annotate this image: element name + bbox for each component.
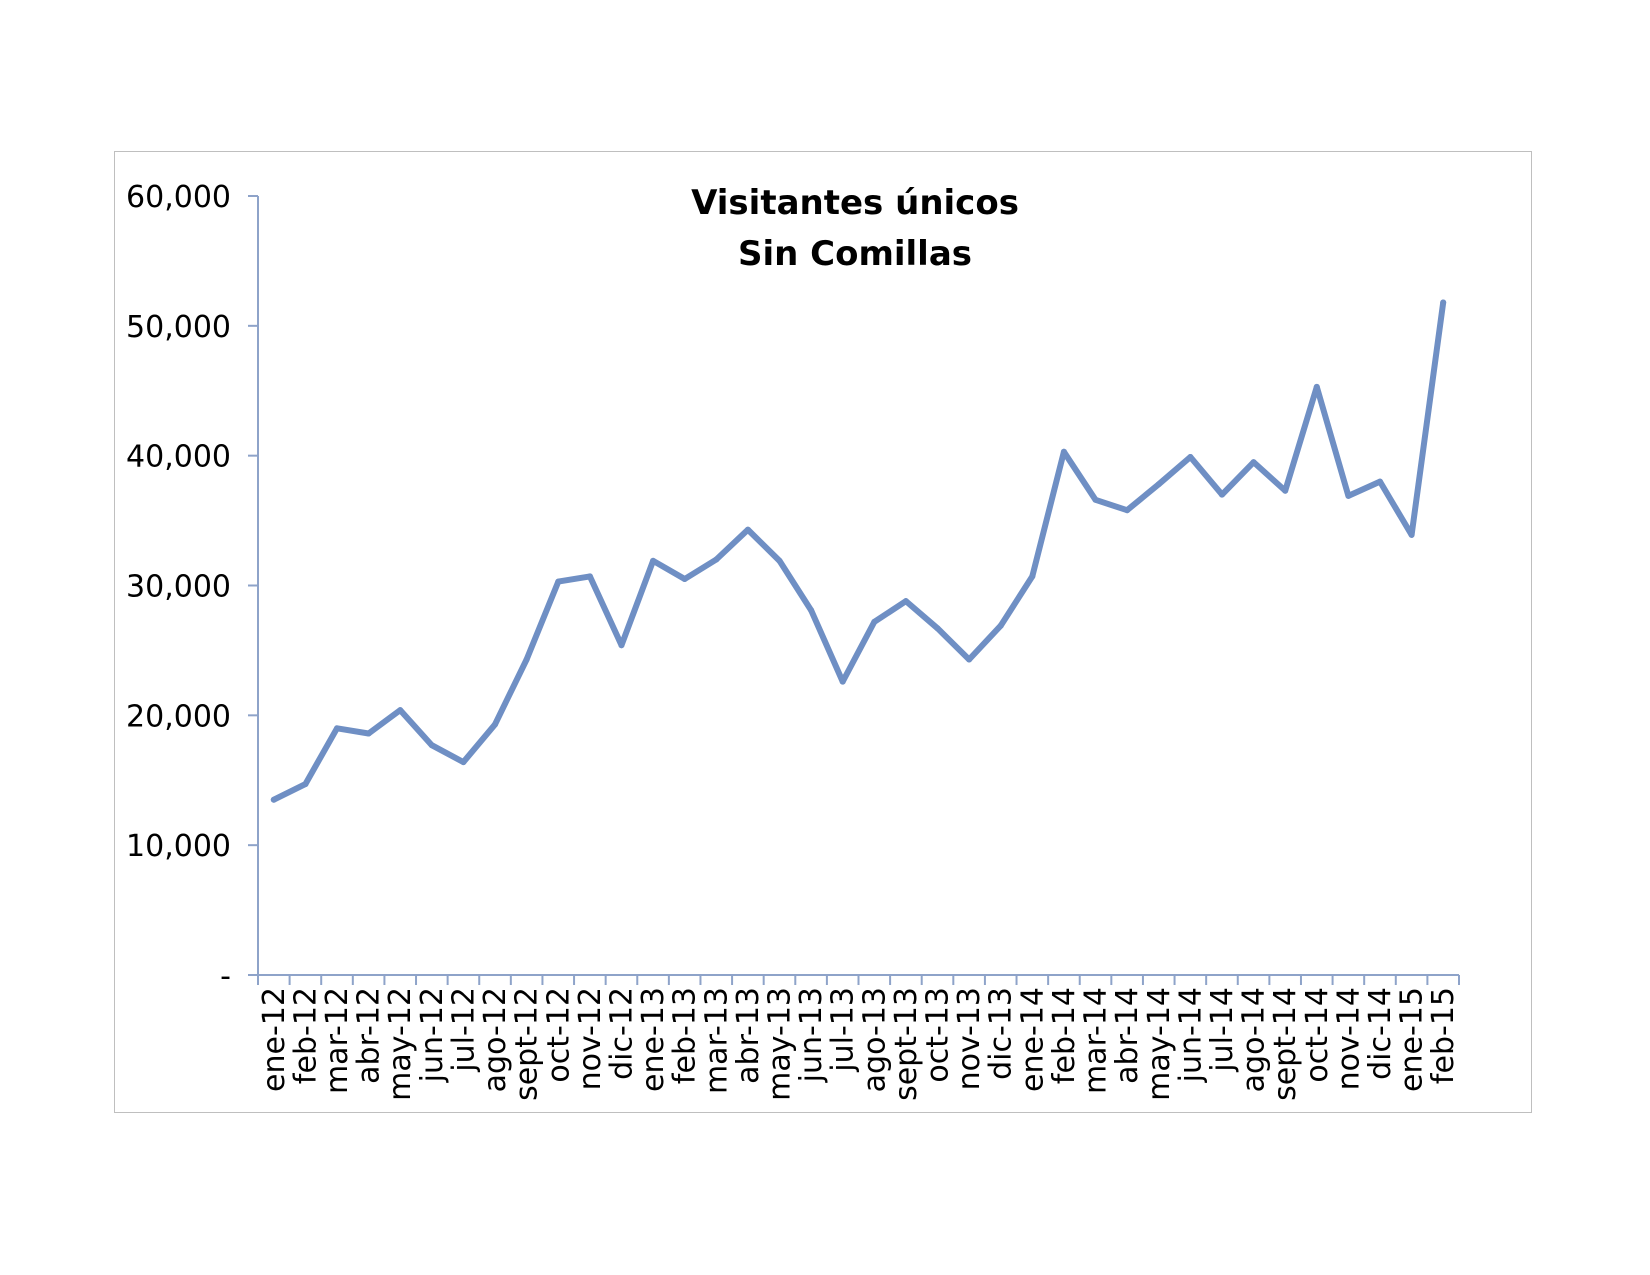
data-point <box>1029 573 1036 580</box>
x-tick-label: jun-12 <box>415 987 450 1083</box>
y-tick-label: 10,000 <box>126 829 231 864</box>
x-tick-label: sept-14 <box>1268 987 1303 1101</box>
x-tick-label: abr-12 <box>352 987 387 1084</box>
x-tick-label: feb-14 <box>1047 987 1082 1084</box>
data-point <box>1187 453 1194 460</box>
data-point <box>555 578 562 585</box>
data-point <box>302 781 309 788</box>
x-tick-label: oct-13 <box>921 987 956 1083</box>
data-point <box>1060 448 1067 455</box>
x-tick-label: ago-13 <box>857 987 892 1092</box>
data-point <box>681 576 688 583</box>
x-tick-label: may-12 <box>383 987 418 1101</box>
data-point <box>397 707 404 714</box>
data-point <box>934 625 941 632</box>
y-tick-label: 60,000 <box>126 180 231 215</box>
x-tick-label: jun-13 <box>794 987 829 1083</box>
line-chart: Visitantes únicos Sin Comillas - 10,000 20,… <box>126 180 1461 1101</box>
x-axis-ticks: ene-12feb-12mar-12abr-12may-12jun-12jul-… <box>257 975 1461 1101</box>
y-tick-label: - <box>220 959 231 994</box>
y-tick-label: 50,000 <box>126 310 231 345</box>
data-point <box>270 796 277 803</box>
data-point <box>1440 299 1447 306</box>
x-tick-label: jul-13 <box>826 987 861 1073</box>
data-point <box>365 730 372 737</box>
x-tick-label: nov-12 <box>573 987 608 1090</box>
data-point <box>776 557 783 564</box>
data-point <box>902 598 909 605</box>
data-point <box>1408 531 1415 538</box>
data-point <box>871 618 878 625</box>
chart-series <box>270 299 1447 803</box>
x-tick-label: oct-12 <box>541 987 576 1083</box>
x-tick-label: may-14 <box>1142 987 1177 1101</box>
data-point <box>966 656 973 663</box>
x-tick-label: jul-14 <box>1205 987 1240 1073</box>
data-point <box>1282 487 1289 494</box>
x-tick-label: oct-14 <box>1300 987 1335 1083</box>
x-tick-label: abr-14 <box>1110 987 1145 1084</box>
x-tick-label: mar-12 <box>320 987 355 1094</box>
x-tick-label: nov-14 <box>1331 987 1366 1090</box>
chart-title: Visitantes únicos Sin Comillas <box>691 183 1019 274</box>
x-tick-label: may-13 <box>762 987 797 1101</box>
chart-title-line: Visitantes únicos <box>691 183 1019 223</box>
chart-axes <box>257 196 1459 976</box>
x-tick-label: ene-13 <box>636 987 671 1092</box>
x-tick-label: mar-13 <box>699 987 734 1094</box>
x-tick-label: dic-12 <box>604 987 639 1080</box>
data-point <box>1376 478 1383 485</box>
series-line <box>270 299 1447 803</box>
x-tick-label: dic-13 <box>984 987 1019 1080</box>
x-tick-label: sept-13 <box>889 987 924 1101</box>
data-point <box>713 556 720 563</box>
x-tick-label: dic-14 <box>1363 987 1398 1080</box>
x-tick-label: ago-12 <box>478 987 513 1092</box>
data-point <box>618 642 625 649</box>
data-point <box>1218 491 1225 498</box>
data-point <box>1092 496 1099 503</box>
data-point <box>428 742 435 749</box>
x-tick-label: feb-13 <box>668 987 703 1084</box>
y-axis-ticks: - 10,000 20,000 30,000 40,000 50,000 60,000 <box>126 180 258 994</box>
data-point <box>460 759 467 766</box>
x-tick-label: ene-12 <box>257 987 292 1092</box>
data-point <box>650 557 657 564</box>
data-point <box>586 573 593 580</box>
x-tick-label: ene-14 <box>1015 987 1050 1092</box>
data-point <box>1313 383 1320 390</box>
x-tick-label: ene-15 <box>1395 987 1430 1092</box>
data-point <box>523 656 530 663</box>
chart-title-line: Sin Comillas <box>738 234 972 274</box>
x-tick-label: jul-12 <box>446 987 481 1073</box>
x-tick-label: ago-14 <box>1237 987 1272 1092</box>
y-tick-label: 20,000 <box>126 699 231 734</box>
x-tick-label: jun-14 <box>1173 987 1208 1083</box>
chart-frame: Visitantes únicos Sin Comillas - 10,000 20,… <box>114 151 1532 1113</box>
data-point <box>997 622 1004 629</box>
data-point <box>744 526 751 533</box>
data-point <box>492 721 499 728</box>
data-point <box>334 725 341 732</box>
x-tick-label: sept-12 <box>510 987 545 1101</box>
x-tick-label: nov-13 <box>952 987 987 1090</box>
data-point <box>1124 507 1131 514</box>
data-point <box>1345 492 1352 499</box>
x-tick-label: mar-14 <box>1079 987 1114 1094</box>
x-tick-label: abr-13 <box>731 987 766 1084</box>
data-point <box>808 607 815 614</box>
y-tick-label: 30,000 <box>126 570 231 605</box>
data-point <box>1250 459 1257 466</box>
y-tick-label: 40,000 <box>126 440 231 475</box>
data-point <box>1155 481 1162 488</box>
data-point <box>839 678 846 685</box>
x-tick-label: feb-15 <box>1426 987 1461 1084</box>
x-tick-label: feb-12 <box>288 987 323 1084</box>
